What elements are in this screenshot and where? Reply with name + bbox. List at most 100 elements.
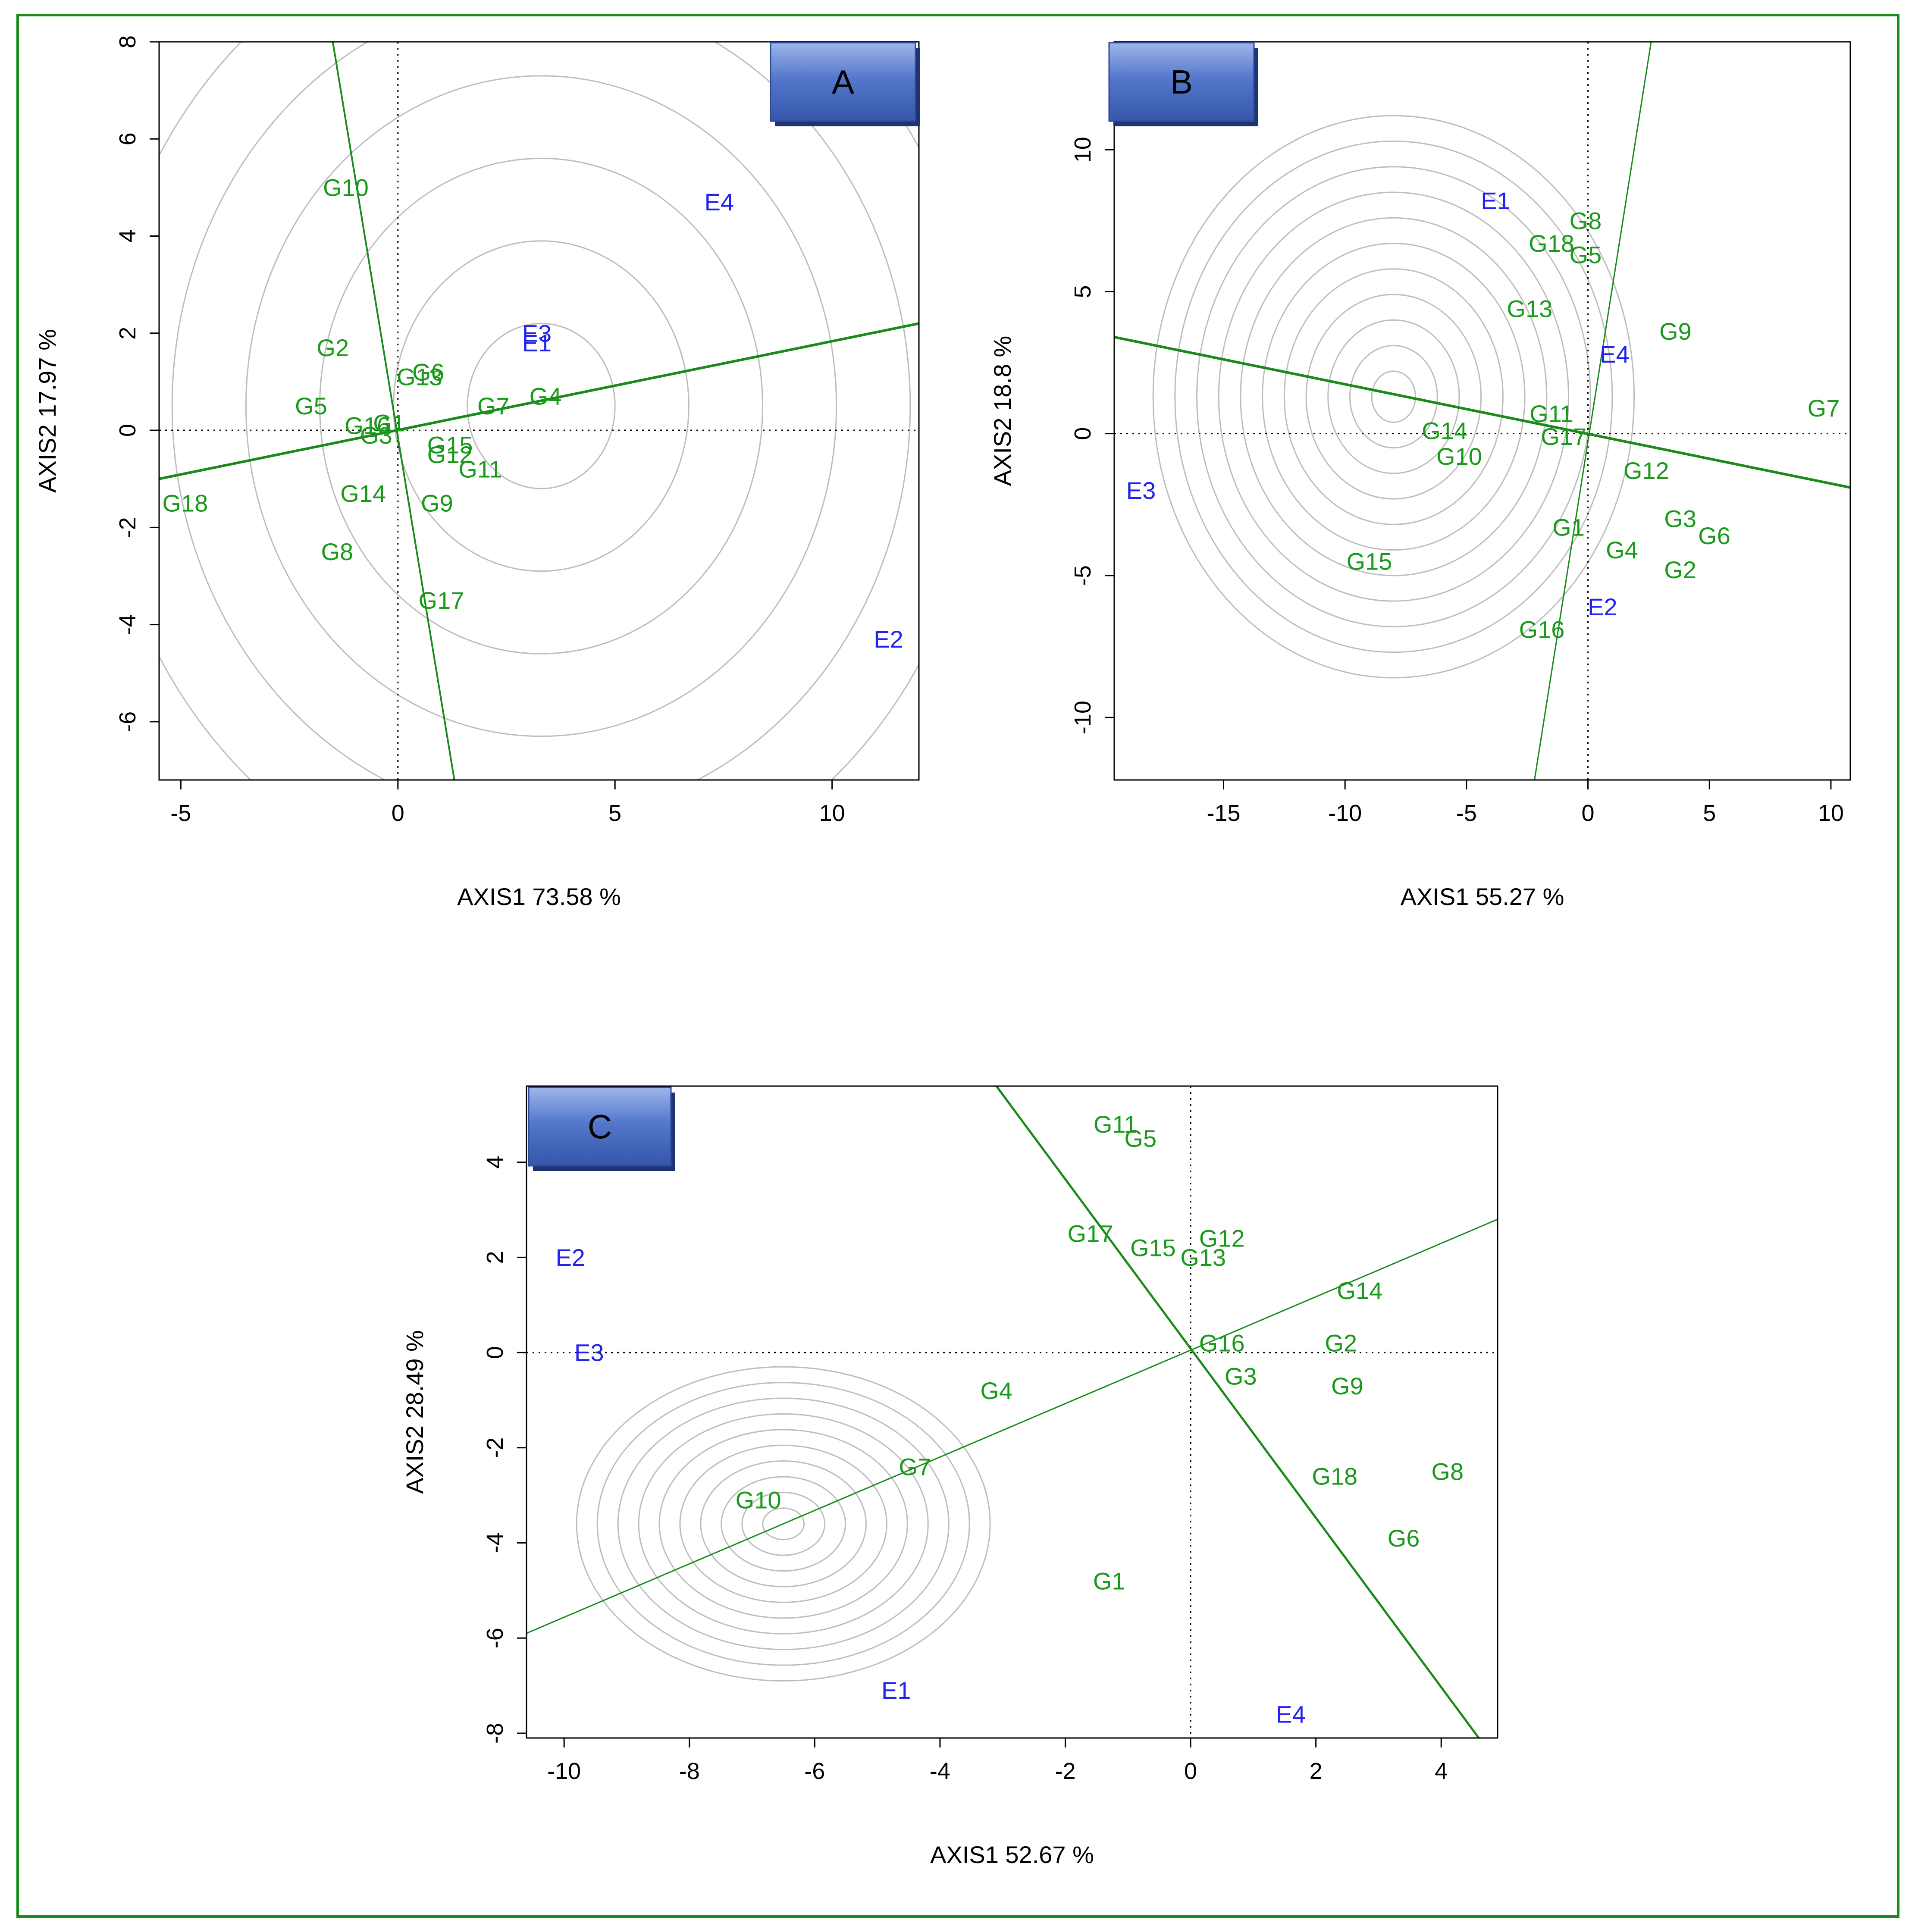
environment-point-e4: E4 (1276, 1700, 1306, 1728)
x-tick-label: -15 (1207, 800, 1240, 826)
x-tick-label: -4 (930, 1758, 950, 1784)
concentric-circle (576, 1366, 991, 1682)
axis-line-2 (332, 42, 455, 780)
badge-label: A (832, 63, 854, 101)
panel-badge: A (770, 42, 920, 126)
x-tick-label: 0 (1184, 1758, 1197, 1784)
genotype-point-g5: G5 (295, 392, 327, 420)
concentric-circle (1240, 217, 1548, 576)
y-tick-label: -2 (482, 1437, 508, 1458)
axis-line-2 (995, 1086, 1480, 1738)
concentric-circle (0, 0, 1353, 1314)
genotype-point-g8: G8 (321, 538, 353, 565)
concentric-circle (1262, 243, 1526, 551)
genotype-point-g8: G8 (1431, 1458, 1464, 1485)
y-tick-label: 4 (482, 1156, 508, 1169)
genotype-point-g9: G9 (1331, 1372, 1363, 1400)
y-axis-title: AXIS2 18.8 % (989, 336, 1016, 486)
genotype-point-g17: G17 (419, 587, 464, 614)
genotype-point-g18: G18 (1529, 230, 1574, 257)
genotype-point-g16: G16 (345, 412, 390, 439)
y-tick-label: -2 (115, 517, 141, 538)
genotype-point-g12: G12 (1199, 1225, 1245, 1252)
x-axis-title: AXIS1 55.27 % (1401, 883, 1564, 910)
x-tick-label: -10 (1328, 800, 1362, 826)
x-axis-title: AXIS1 73.58 % (457, 883, 621, 910)
concentric-circle (700, 1460, 867, 1588)
concentric-circle (1327, 319, 1460, 474)
concentric-circle (319, 157, 764, 654)
genotype-point-g6: G6 (412, 358, 445, 385)
axis-line-2 (1534, 42, 1652, 780)
badge-box (770, 42, 916, 122)
concentric-circle (658, 1429, 908, 1619)
environment-point-e2: E2 (1588, 593, 1617, 620)
concentric-circle (0, 0, 1206, 1149)
y-tick-label: -4 (115, 614, 141, 635)
x-tick-label: -6 (804, 1758, 825, 1784)
concentric-circle (1371, 370, 1417, 423)
genotype-point-g2: G2 (1325, 1329, 1357, 1356)
badge-box (1108, 42, 1255, 122)
axis-line-1 (527, 1218, 1498, 1634)
x-tick-label: 5 (1703, 800, 1716, 826)
genotype-point-g11: G11 (458, 456, 502, 483)
y-tick-label: 2 (482, 1251, 508, 1264)
genotype-point-g18: G18 (1312, 1462, 1357, 1490)
panel-badge: B (1108, 42, 1258, 126)
concentric-circle (0, 0, 1574, 1562)
axis-line-1 (1114, 335, 1850, 489)
plot-frame (1113, 41, 1851, 781)
genotype-point-g12: G12 (1624, 457, 1669, 484)
concentric-circle (617, 1397, 950, 1650)
genotype-point-g14: G14 (340, 480, 386, 507)
x-tick-label: -5 (170, 800, 191, 826)
genotype-point-g11: G11 (1529, 400, 1573, 427)
genotype-point-g1: G1 (1093, 1567, 1125, 1594)
y-tick-label: -4 (482, 1532, 508, 1553)
concentric-circle (596, 1382, 970, 1666)
concentric-circle (245, 75, 837, 737)
concentric-circle (0, 0, 1501, 1479)
x-tick-label: -8 (679, 1758, 700, 1784)
y-tick-label: 0 (482, 1346, 508, 1359)
genotype-point-g4: G4 (1606, 536, 1638, 564)
y-tick-label: 10 (1070, 137, 1096, 163)
y-axis-title: AXIS2 17.97 % (34, 329, 61, 493)
plot-frame (158, 41, 920, 781)
environment-point-e3: E3 (574, 1339, 604, 1366)
badge-box (528, 1087, 672, 1167)
genotype-point-g15: G15 (1347, 548, 1392, 575)
y-tick-label: 2 (115, 327, 141, 340)
genotype-point-g3: G3 (360, 422, 392, 449)
genotype-point-g10: G10 (736, 1487, 781, 1514)
environment-point-e4: E4 (705, 188, 734, 216)
concentric-circle (1218, 191, 1569, 602)
y-tick-label: -6 (115, 711, 141, 732)
y-tick-label: -6 (482, 1628, 508, 1648)
genotype-point-g7: G7 (1808, 395, 1840, 422)
genotype-point-g4: G4 (530, 383, 562, 410)
genotype-point-g10: G10 (1436, 443, 1482, 470)
x-axis-title: AXIS1 52.67 % (930, 1841, 1094, 1868)
x-tick-label: 10 (819, 800, 845, 826)
y-tick-label: -10 (1070, 701, 1096, 734)
genotype-point-g7: G7 (899, 1453, 931, 1480)
x-tick-label: 10 (1818, 800, 1844, 826)
genotype-point-g6: G6 (1698, 522, 1730, 549)
y-tick-label: 4 (115, 230, 141, 243)
genotype-point-g9: G9 (1659, 318, 1692, 345)
genotype-point-g15: G15 (427, 431, 473, 458)
axis-line-1 (159, 322, 919, 480)
genotype-point-g10: G10 (323, 174, 369, 201)
concentric-circle (1196, 166, 1591, 627)
concentric-circle (762, 1507, 805, 1541)
concentric-circle (741, 1492, 826, 1556)
plot-frame (526, 1085, 1498, 1739)
genotype-point-g16: G16 (1519, 616, 1565, 643)
badge-label: B (1170, 63, 1193, 101)
